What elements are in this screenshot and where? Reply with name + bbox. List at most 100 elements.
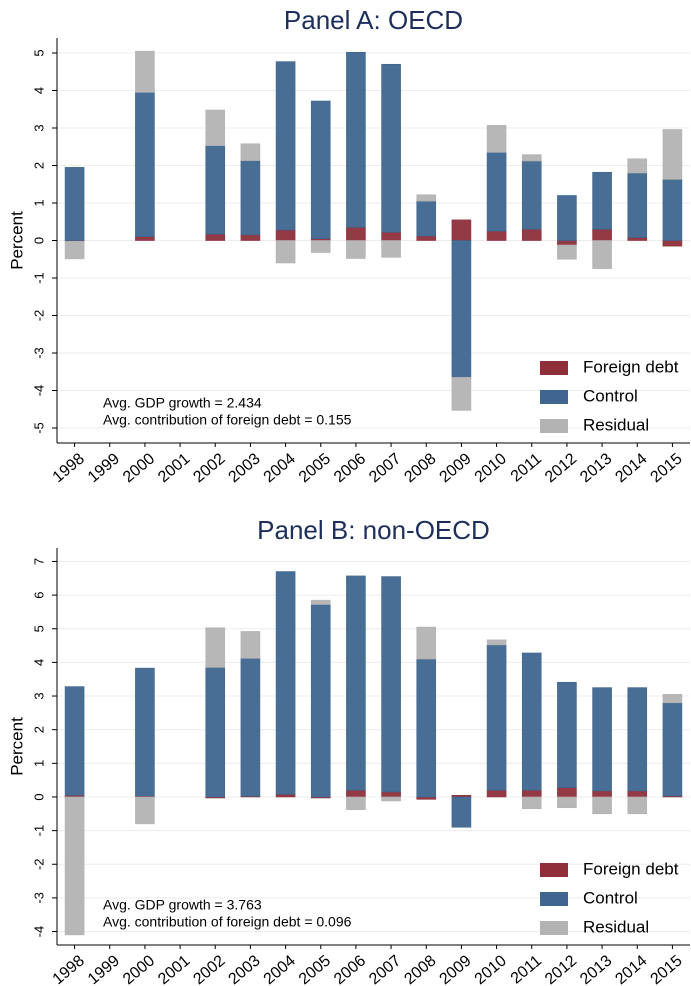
y-tick-label: 3 (31, 692, 46, 699)
bar-segment (240, 234, 261, 241)
x-tick-label: 2005 (296, 952, 334, 986)
bar-segment (521, 789, 542, 798)
bar-segment (240, 160, 261, 236)
bar-segment (346, 240, 366, 259)
bar-segment (310, 604, 331, 798)
bar-segment (346, 51, 366, 228)
bar-segment (240, 658, 261, 797)
x-tick-label: 2013 (577, 450, 615, 486)
bar-segment (486, 644, 507, 791)
x-tick-label: 2009 (437, 952, 475, 986)
bar-segment (275, 240, 296, 264)
bar-segment (521, 154, 542, 162)
bar-segment (310, 599, 331, 605)
bar-segment (592, 228, 612, 241)
y-tick-label: 5 (31, 49, 46, 56)
annotation: Avg. GDP growth = 2.434 (103, 395, 262, 411)
y-tick-label: -3 (31, 347, 46, 359)
x-tick-label: 2007 (366, 952, 404, 986)
bar-segment (557, 244, 577, 260)
legend-swatch (540, 419, 568, 433)
legend-label: Control (583, 386, 638, 405)
x-tick-label: 2002 (190, 450, 228, 486)
x-tick-label: 2007 (366, 450, 404, 486)
legend-label: Foreign debt (583, 859, 679, 878)
bar-segment (627, 158, 648, 174)
x-tick-label: 2004 (261, 450, 299, 486)
bar-segment (486, 125, 507, 153)
bar-segment (381, 791, 401, 798)
y-tick-label: 6 (31, 591, 46, 598)
bar-segment (592, 687, 612, 792)
bar-segment (451, 796, 472, 828)
bar-segment (135, 50, 155, 93)
bar-segment (416, 200, 437, 237)
bar-segment (205, 109, 226, 146)
legend-swatch (540, 361, 568, 375)
bar-segment (240, 143, 261, 161)
bar-segment (381, 231, 401, 241)
bar-segment (451, 219, 472, 241)
bar-segment (557, 195, 577, 241)
bar-segment (275, 61, 296, 231)
bar-segment (64, 240, 85, 260)
y-tick-label: -1 (31, 825, 46, 837)
y-tick-label: 5 (31, 625, 46, 632)
bar-segment (662, 702, 683, 797)
bar-segment (64, 796, 85, 936)
bar-segment (557, 240, 577, 246)
y-axis-label: Percent (7, 717, 26, 776)
bar-segment (240, 631, 261, 659)
bar-segment (381, 63, 401, 233)
y-tick-label: 2 (31, 162, 46, 169)
y-tick-label: -2 (31, 858, 46, 870)
bar-segment (662, 694, 683, 704)
bar-segment (346, 796, 366, 811)
bar-segment (416, 235, 437, 241)
bar-segment (451, 240, 472, 378)
x-tick-label: 2015 (648, 450, 686, 486)
bar-segment (381, 240, 401, 258)
legend-label: Foreign debt (583, 357, 679, 376)
bar-segment (627, 687, 648, 792)
legend-swatch (540, 863, 568, 877)
x-tick-label: 2011 (508, 952, 545, 986)
x-tick-label: 2008 (401, 450, 439, 486)
y-tick-label: -3 (31, 892, 46, 904)
x-tick-label: 2012 (542, 952, 580, 986)
x-tick-label: 2014 (612, 952, 650, 986)
y-tick-label: 1 (31, 199, 46, 206)
x-tick-label: 2000 (120, 450, 158, 486)
y-axis-label: Percent (7, 211, 26, 270)
y-tick-label: 7 (31, 558, 46, 565)
bar-segment (310, 100, 331, 239)
x-tick-label: 1998 (50, 952, 88, 986)
bar-segment (451, 377, 472, 411)
bar-segment (346, 789, 366, 798)
x-tick-label: 2008 (401, 952, 439, 986)
x-tick-label: 2003 (226, 450, 264, 486)
bar-segment (592, 790, 612, 798)
y-tick-label: -1 (31, 272, 46, 284)
legend-label: Residual (583, 415, 649, 434)
bar-segment (64, 167, 85, 241)
bar-segment (592, 240, 612, 269)
bar-segment (64, 686, 85, 796)
bar-segment (275, 229, 296, 241)
bar-segment (205, 667, 226, 798)
x-tick-label: 2001 (155, 450, 193, 486)
x-tick-label: 2014 (612, 450, 650, 486)
annotation: Avg. contribution of foreign debt = 0.09… (103, 914, 352, 930)
annotation: Avg. GDP growth = 3.763 (103, 897, 262, 913)
y-tick-label: 0 (31, 793, 46, 800)
bar-segment (486, 639, 507, 646)
bar-segment (416, 626, 437, 660)
y-tick-label: 4 (31, 659, 46, 666)
legend-swatch (540, 892, 568, 906)
x-tick-label: 2011 (508, 450, 545, 485)
x-tick-label: 2001 (155, 952, 193, 986)
bar-segment (627, 172, 648, 238)
annotation: Avg. contribution of foreign debt = 0.15… (103, 412, 352, 428)
x-tick-label: 1999 (85, 952, 123, 986)
y-tick-label: 4 (31, 87, 46, 94)
